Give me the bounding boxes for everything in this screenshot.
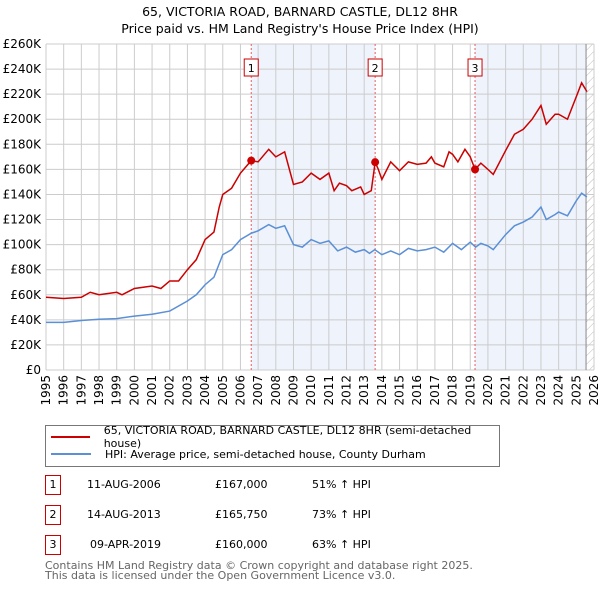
sale-point [247, 156, 256, 165]
x-tick-label: 1999 [110, 375, 124, 406]
legend-swatch-property [51, 436, 90, 438]
sale-marker-label: 2 [372, 62, 379, 75]
y-tick-label: £240K [3, 62, 43, 76]
shaded-period [475, 44, 587, 370]
x-tick-label: 2009 [286, 375, 300, 406]
y-tick-label: £20K [10, 338, 42, 352]
sale-hpi: 51% ↑ HPI [312, 478, 371, 491]
x-tick-label: 1995 [39, 375, 53, 406]
x-tick-label: 2010 [304, 375, 318, 406]
x-tick-label: 2000 [127, 375, 141, 406]
x-tick-label: 2007 [251, 375, 265, 406]
y-tick-label: £0 [26, 363, 41, 377]
sale-marker-badge: 1 [45, 475, 61, 495]
legend-swatch-hpi [51, 453, 91, 455]
x-tick-label: 1998 [92, 375, 106, 406]
sale-price: £165,750 [215, 508, 268, 521]
y-tick-label: £80K [10, 263, 42, 277]
x-tick-label: 2012 [340, 375, 354, 406]
hpi-line [46, 192, 588, 324]
sale-marker-label: 1 [248, 62, 255, 75]
y-tick-label: £220K [3, 87, 43, 101]
sale-date: 14-AUG-2013 [87, 508, 161, 521]
x-tick-label: 2001 [145, 375, 159, 406]
x-tick-label: 1997 [74, 375, 88, 406]
x-tick-label: 2026 [587, 375, 600, 406]
shaded-period [251, 44, 376, 370]
x-tick-label: 2022 [516, 375, 530, 406]
footer-line-1: Contains HM Land Registry data © Crown c… [45, 559, 473, 572]
sale-hpi: 63% ↑ HPI [312, 538, 371, 551]
sale-marker-badge: 3 [45, 535, 61, 555]
x-tick-label: 2014 [375, 375, 389, 406]
sale-date: 09-APR-2019 [90, 538, 162, 551]
sale-price: £167,000 [215, 478, 268, 491]
sale-price: £160,000 [215, 538, 268, 551]
x-tick-label: 2004 [198, 375, 212, 406]
x-tick-label: 2016 [410, 375, 424, 406]
sale-marker-box [367, 58, 383, 77]
x-tick-label: 2020 [481, 375, 495, 406]
chart-subtitle: Price paid vs. HM Land Registry's House … [121, 21, 479, 36]
x-tick-label: 2019 [463, 375, 477, 406]
footer: Contains HM Land Registry data © Crown c… [45, 559, 473, 582]
y-tick-label: £40K [10, 313, 42, 327]
footer-line-2: This data is licensed under the Open Gov… [45, 569, 396, 582]
sale-marker-badge: 2 [45, 505, 61, 525]
sale-row: 2 14-AUG-2013 £165,750 73% ↑ HPI [45, 505, 505, 525]
y-tick-label: £260K [3, 37, 43, 51]
property-price-line [45, 81, 588, 300]
sale-hpi: 73% ↑ HPI [312, 508, 371, 521]
y-tick-label: £140K [3, 187, 43, 201]
x-tick-label: 2006 [233, 375, 247, 406]
x-tick-label: 2011 [322, 375, 336, 406]
legend: 65, VICTORIA ROAD, BARNARD CASTLE, DL12 … [45, 424, 500, 467]
y-tick-label: £200K [3, 112, 43, 126]
y-tick-label: £180K [3, 137, 43, 151]
legend-label-hpi: HPI: Average price, semi-detached house,… [105, 447, 426, 461]
sale-marker-box [467, 58, 483, 77]
x-tick-label: 2008 [269, 375, 283, 406]
x-tick-label: 2018 [446, 375, 460, 406]
x-tick-label: 2024 [552, 375, 566, 406]
plot-area: £0 £20K £40K £60K £80K £100K £120K £140K £160K £1… [3, 37, 600, 406]
x-tick-label: 2002 [163, 375, 177, 406]
sale-date: 11-AUG-2006 [87, 478, 161, 491]
legend-label-property: 65, VICTORIA ROAD, BARNARD CASTLE, DL12 … [103, 424, 472, 450]
future-hatch [586, 44, 594, 370]
y-tick-label: £60K [10, 288, 42, 302]
x-tick-label: 2015 [393, 375, 407, 406]
x-tick-label: 2025 [569, 375, 583, 406]
sale-point [371, 158, 380, 167]
sale-marker-label: 3 [472, 62, 479, 75]
sale-marker-box [243, 58, 259, 77]
sale-row: 1 11-AUG-2006 £167,000 51% ↑ HPI [45, 475, 505, 495]
x-tick-label: 2013 [357, 375, 371, 406]
x-tick-label: 2021 [499, 375, 513, 406]
y-tick-label: £100K [3, 238, 43, 252]
x-tick-label: 2023 [534, 375, 548, 406]
x-tick-label: 1996 [57, 375, 71, 406]
sale-row: 3 09-APR-2019 £160,000 63% ↑ HPI [45, 535, 505, 555]
chart-title: 65, VICTORIA ROAD, BARNARD CASTLE, DL12 … [142, 4, 458, 19]
y-tick-label: £120K [3, 213, 43, 227]
y-tick-label: £160K [3, 162, 43, 176]
sale-point [471, 165, 480, 174]
x-tick-label: 2017 [428, 375, 442, 406]
x-tick-label: 2005 [216, 375, 230, 406]
x-tick-label: 2003 [180, 375, 194, 406]
